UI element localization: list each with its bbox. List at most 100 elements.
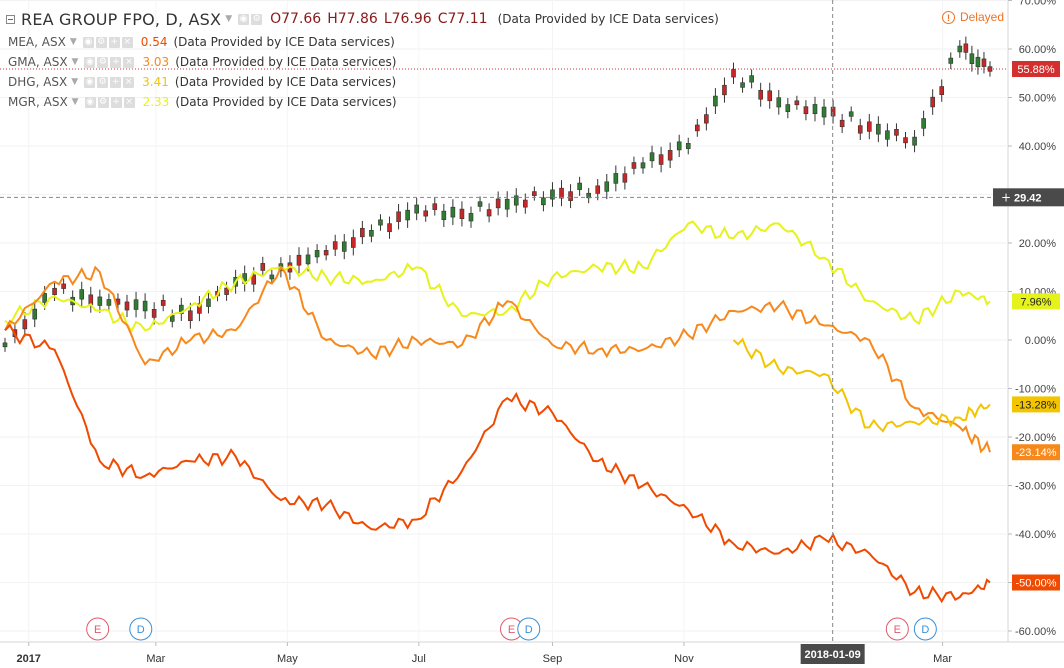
candle-body xyxy=(450,206,456,218)
candle-body xyxy=(975,56,981,68)
open-value: O77.66 xyxy=(270,11,322,27)
close-icon[interactable]: × xyxy=(121,36,133,48)
event-marker-label: D xyxy=(921,624,929,636)
gear-icon[interactable]: ⚙ xyxy=(97,76,109,88)
close-value: C77.11 xyxy=(437,11,488,27)
candle-body xyxy=(513,195,519,206)
candle-body xyxy=(676,141,682,151)
candle-body xyxy=(314,250,320,258)
eye-icon[interactable]: ◉ xyxy=(82,36,94,48)
candle-body xyxy=(785,104,791,112)
earnings-marker[interactable] xyxy=(86,617,110,641)
candle-body xyxy=(432,203,438,210)
eye-icon[interactable]: ◉ xyxy=(84,56,96,68)
eye-icon[interactable]: ◉ xyxy=(84,76,96,88)
candle-body xyxy=(251,274,257,285)
eye-icon[interactable]: ◉ xyxy=(238,13,250,25)
comparison-value: 0.54 xyxy=(140,35,168,49)
candle-body xyxy=(969,53,975,64)
gear-icon[interactable]: ⚙ xyxy=(251,13,263,25)
candle-body xyxy=(269,274,275,280)
candle-body xyxy=(504,198,510,210)
plus-icon[interactable]: + xyxy=(110,56,122,68)
collapse-icon[interactable] xyxy=(6,14,15,24)
plus-icon[interactable]: + xyxy=(110,76,122,88)
series-line-dhg xyxy=(732,337,991,433)
y-tick-label: -10.00% xyxy=(1015,384,1056,396)
last-value-badge xyxy=(1012,574,1060,591)
candle-body xyxy=(685,143,691,149)
close-icon[interactable]: × xyxy=(123,96,135,108)
candle-body xyxy=(151,308,157,318)
gear-icon[interactable]: ⚙ xyxy=(97,56,109,68)
candle-body xyxy=(188,310,193,322)
candle-body xyxy=(133,299,139,310)
gear-icon[interactable]: ⚙ xyxy=(95,36,107,48)
candle-body xyxy=(441,210,447,221)
candle-body xyxy=(32,308,38,320)
candle-body xyxy=(577,182,582,190)
candle-body xyxy=(722,84,727,96)
candle-body xyxy=(848,111,854,117)
candle-body xyxy=(305,254,311,265)
y-tick-label: -20.00% xyxy=(1015,432,1056,444)
crosshair-date-label: 2018-01-09 xyxy=(805,649,861,661)
candle-body xyxy=(468,213,474,222)
crosshair-price-box xyxy=(993,188,1064,207)
candle-body xyxy=(523,199,528,208)
comparison-value: 3.03 xyxy=(142,55,170,69)
candle-body xyxy=(713,95,718,107)
main-series-row: REA GROUP FPO, D, ASX ▼ ◉ ⚙ O77.66 H77.86… xyxy=(4,6,719,32)
candle-body xyxy=(812,104,818,115)
series-line-mgr xyxy=(4,220,991,333)
candle-body xyxy=(532,191,537,196)
candle-body xyxy=(142,300,148,312)
candle-body xyxy=(97,296,103,306)
crosshair-price-label: 29.42 xyxy=(1014,192,1042,204)
candle-body xyxy=(885,130,890,140)
close-icon[interactable]: × xyxy=(123,56,135,68)
last-value-badge xyxy=(1012,444,1060,461)
chevron-down-icon[interactable]: ▼ xyxy=(71,57,79,67)
candle-body xyxy=(794,100,800,106)
comparison-row: MGR, ASX ▼ ◉ ⚙ + × 2.33 (Data Provided by ICE D… xyxy=(4,92,719,112)
chevron-down-icon[interactable]: ▼ xyxy=(225,14,233,24)
candle-body xyxy=(622,173,628,183)
eye-icon[interactable]: ◉ xyxy=(84,96,96,108)
candle-body xyxy=(197,303,202,314)
high-value: H77.86 xyxy=(327,11,378,27)
main-symbol[interactable]: REA GROUP FPO, D, ASX xyxy=(21,9,222,29)
delayed-status[interactable]: ! Delayed xyxy=(941,10,1004,24)
candle-body xyxy=(695,124,700,132)
close-icon[interactable]: × xyxy=(123,76,135,88)
comparison-provider: (Data Provided by ICE Data services) xyxy=(174,75,397,89)
candle-body xyxy=(981,58,987,67)
chevron-down-icon[interactable]: ▼ xyxy=(71,77,79,87)
earnings-marker[interactable] xyxy=(885,617,909,641)
comparison-symbol[interactable]: MGR, ASX xyxy=(8,95,68,109)
comparison-symbol[interactable]: GMA, ASX xyxy=(8,55,68,69)
candle-body xyxy=(387,223,392,233)
plus-icon[interactable]: + xyxy=(110,96,122,108)
gear-icon[interactable]: ⚙ xyxy=(97,96,109,108)
candle-body xyxy=(876,123,881,135)
candle-body xyxy=(821,106,827,118)
comparison-symbol[interactable]: DHG, ASX xyxy=(8,75,68,89)
dividend-marker[interactable] xyxy=(129,617,153,641)
candle-body xyxy=(124,301,130,311)
plus-icon[interactable]: + xyxy=(108,36,120,48)
dividend-marker[interactable] xyxy=(517,617,541,641)
main-provider: (Data Provided by ICE Data services) xyxy=(497,12,719,26)
dividend-marker[interactable] xyxy=(913,617,937,641)
candle-body xyxy=(495,198,501,209)
y-tick-label: 40.00% xyxy=(1019,141,1057,153)
chevron-down-icon[interactable]: ▼ xyxy=(71,97,79,107)
chevron-down-icon[interactable]: ▼ xyxy=(69,37,77,47)
plus-icon[interactable]: + xyxy=(1001,190,1011,204)
candle-body xyxy=(704,114,709,124)
y-tick-label: 50.00% xyxy=(1019,93,1057,105)
candle-body xyxy=(939,86,945,95)
comparison-symbol[interactable]: MEA, ASX xyxy=(8,35,66,49)
comparison-value: 3.41 xyxy=(142,75,169,89)
